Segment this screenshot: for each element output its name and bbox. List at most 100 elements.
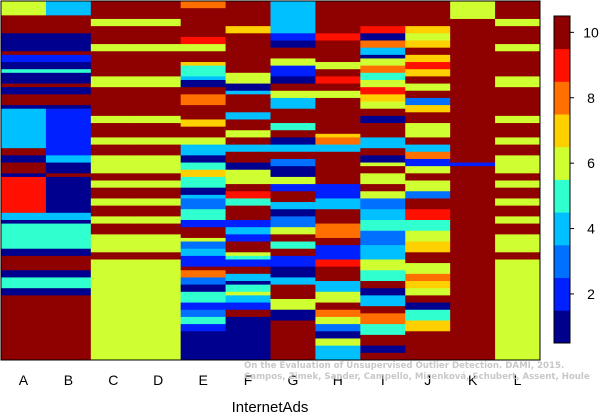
heatmap-cell-i-0: [360, 1, 406, 27]
heatmap-cell-f-10: [225, 137, 271, 145]
heatmap-cell-l-6: [495, 87, 541, 117]
heatmap-cell-h-3: [315, 62, 361, 70]
heatmap-cell-k-2: [450, 162, 496, 167]
heatmap-cell-d-11: [135, 155, 182, 174]
heatmap-cell-f-0: [225, 1, 271, 27]
heatmap-cell-e-20: [180, 187, 226, 196]
heatmap-cell-i-4: [360, 47, 406, 56]
heatmap-cell-a-8: [1, 83, 47, 88]
heatmap-cell-j-18: [405, 158, 451, 167]
heatmap-cell-c-0: [90, 1, 137, 20]
column-label-d: D: [153, 372, 163, 388]
heatmap-cell-h-27: [315, 331, 361, 339]
heatmap-cell-b-2: [45, 33, 92, 52]
heatmap-cell-c-21: [90, 259, 137, 361]
heatmap-cell-b-15: [45, 173, 92, 178]
heatmap-cell-e-7: [180, 76, 226, 81]
heatmap-cell-l-1: [495, 18, 541, 27]
heatmap-cell-l-7: [495, 115, 541, 124]
heatmap-cell-a-9: [1, 87, 47, 95]
heatmap-cell-g-16: [270, 158, 316, 167]
heatmap-cell-j-20: [405, 173, 451, 181]
heatmap-cell-j-36: [405, 320, 451, 332]
heatmap-cell-j-4: [405, 47, 451, 56]
heatmap-cell-e-19: [180, 176, 226, 189]
heatmap-cell-j-9: [405, 83, 451, 92]
heatmap-cell-e-8: [180, 79, 226, 88]
heatmap-cell-i-28: [360, 245, 406, 260]
heatmap-cell-c-9: [90, 137, 137, 145]
heatmap-cell-e-0: [180, 1, 226, 9]
heatmap-cell-h-26: [315, 324, 361, 332]
heatmap-cell-f-17: [225, 198, 271, 207]
heatmap-cell-g-34: [270, 320, 316, 361]
heatmap-cell-f-23: [225, 252, 271, 257]
heatmap-cell-h-2: [315, 40, 361, 63]
heatmap-cell-i-18: [360, 155, 406, 163]
heatmap-cell-b-14: [45, 162, 92, 174]
heatmap-cell-h-8: [315, 97, 361, 135]
heatmap-cell-e-26: [180, 237, 226, 242]
heatmap-cell-h-18: [315, 245, 361, 260]
heatmap-cell-h-4: [315, 69, 361, 77]
heatmap-cell-d-4: [135, 51, 182, 77]
heatmap-cell-g-10: [270, 108, 316, 124]
heatmap-cell-g-26: [270, 241, 316, 250]
heatmap-cell-a-4: [1, 54, 47, 63]
heatmap-cell-a-21: [1, 248, 47, 257]
heatmap-cell-j-26: [405, 230, 451, 242]
heatmap-cell-f-21: [225, 234, 271, 242]
heatmap-cell-f-12: [225, 151, 271, 163]
heatmap-cell-h-5: [315, 76, 361, 84]
heatmap-cell-a-25: [1, 288, 47, 296]
column-label-b: B: [64, 372, 73, 388]
heatmap-cell-l-10: [495, 144, 541, 156]
colorbar-tick-label-2: 2: [587, 286, 595, 302]
heatmap-cell-f-32: [225, 302, 271, 311]
column-label-g: G: [288, 372, 299, 388]
heatmap-cell-c-5: [90, 76, 137, 88]
colorbar-tick-label-6: 6: [587, 155, 595, 171]
heatmap-cell-e-25: [180, 227, 226, 239]
heatmap-cell-a-13: [1, 148, 47, 156]
colorbar-swatch-3: [554, 244, 570, 278]
heatmap-cell-j-5: [405, 54, 451, 63]
heatmap-cell-i-16: [360, 137, 406, 149]
heatmap-cell-e-1: [180, 8, 226, 38]
colorbar-swatch-10: [554, 16, 570, 50]
heatmap-cell-i-15: [360, 123, 406, 138]
watermark: On the Evaluation of Unsupervised Outlie…: [244, 361, 602, 383]
heatmap-cell-a-26: [1, 295, 47, 361]
heatmap-cell-e-6: [180, 65, 226, 77]
heatmap-cell-e-18: [180, 169, 226, 178]
heatmap-cell-g-9: [270, 97, 316, 110]
heatmap-cell-l-5: [495, 76, 541, 88]
watermark-line-2: Campos, Zimek, Sander, Campello, Micenko…: [244, 372, 590, 382]
heatmap-cell-e-10: [180, 94, 226, 106]
heatmap-cell-b-4: [45, 54, 92, 63]
heatmap-cell-a-12: [1, 108, 47, 149]
heatmap-cell-f-2: [225, 33, 271, 74]
heatmap-cell-b-22: [45, 270, 92, 278]
heatmap-cell-f-1: [225, 26, 271, 34]
colorbar-swatch-5: [554, 179, 570, 213]
heatmap-cell-l-12: [495, 173, 541, 181]
colorbar-swatch-8: [554, 81, 570, 115]
heatmap-cell-f-20: [225, 227, 271, 235]
heatmap-cell-f-8: [225, 119, 271, 131]
column-label-j: J: [424, 372, 431, 388]
colorbar-swatch-1: [554, 310, 570, 344]
heatmap-cell-d-5: [135, 76, 182, 88]
heatmap-cell-g-6: [270, 76, 316, 84]
heatmap-cell-h-1: [315, 33, 361, 41]
heatmap-cell-b-5: [45, 62, 92, 70]
heatmap-cell-d-6: [135, 87, 182, 117]
heatmap-cell-f-22: [225, 241, 271, 253]
heatmap-cell-f-3: [225, 72, 271, 84]
heatmap-cell-j-16: [405, 144, 451, 153]
heatmap-cell-d-2: [135, 26, 182, 45]
x-axis-title: InternetAds: [232, 399, 309, 413]
heatmap-cell-g-15: [270, 151, 316, 160]
heatmap-cell-j-25: [405, 219, 451, 232]
